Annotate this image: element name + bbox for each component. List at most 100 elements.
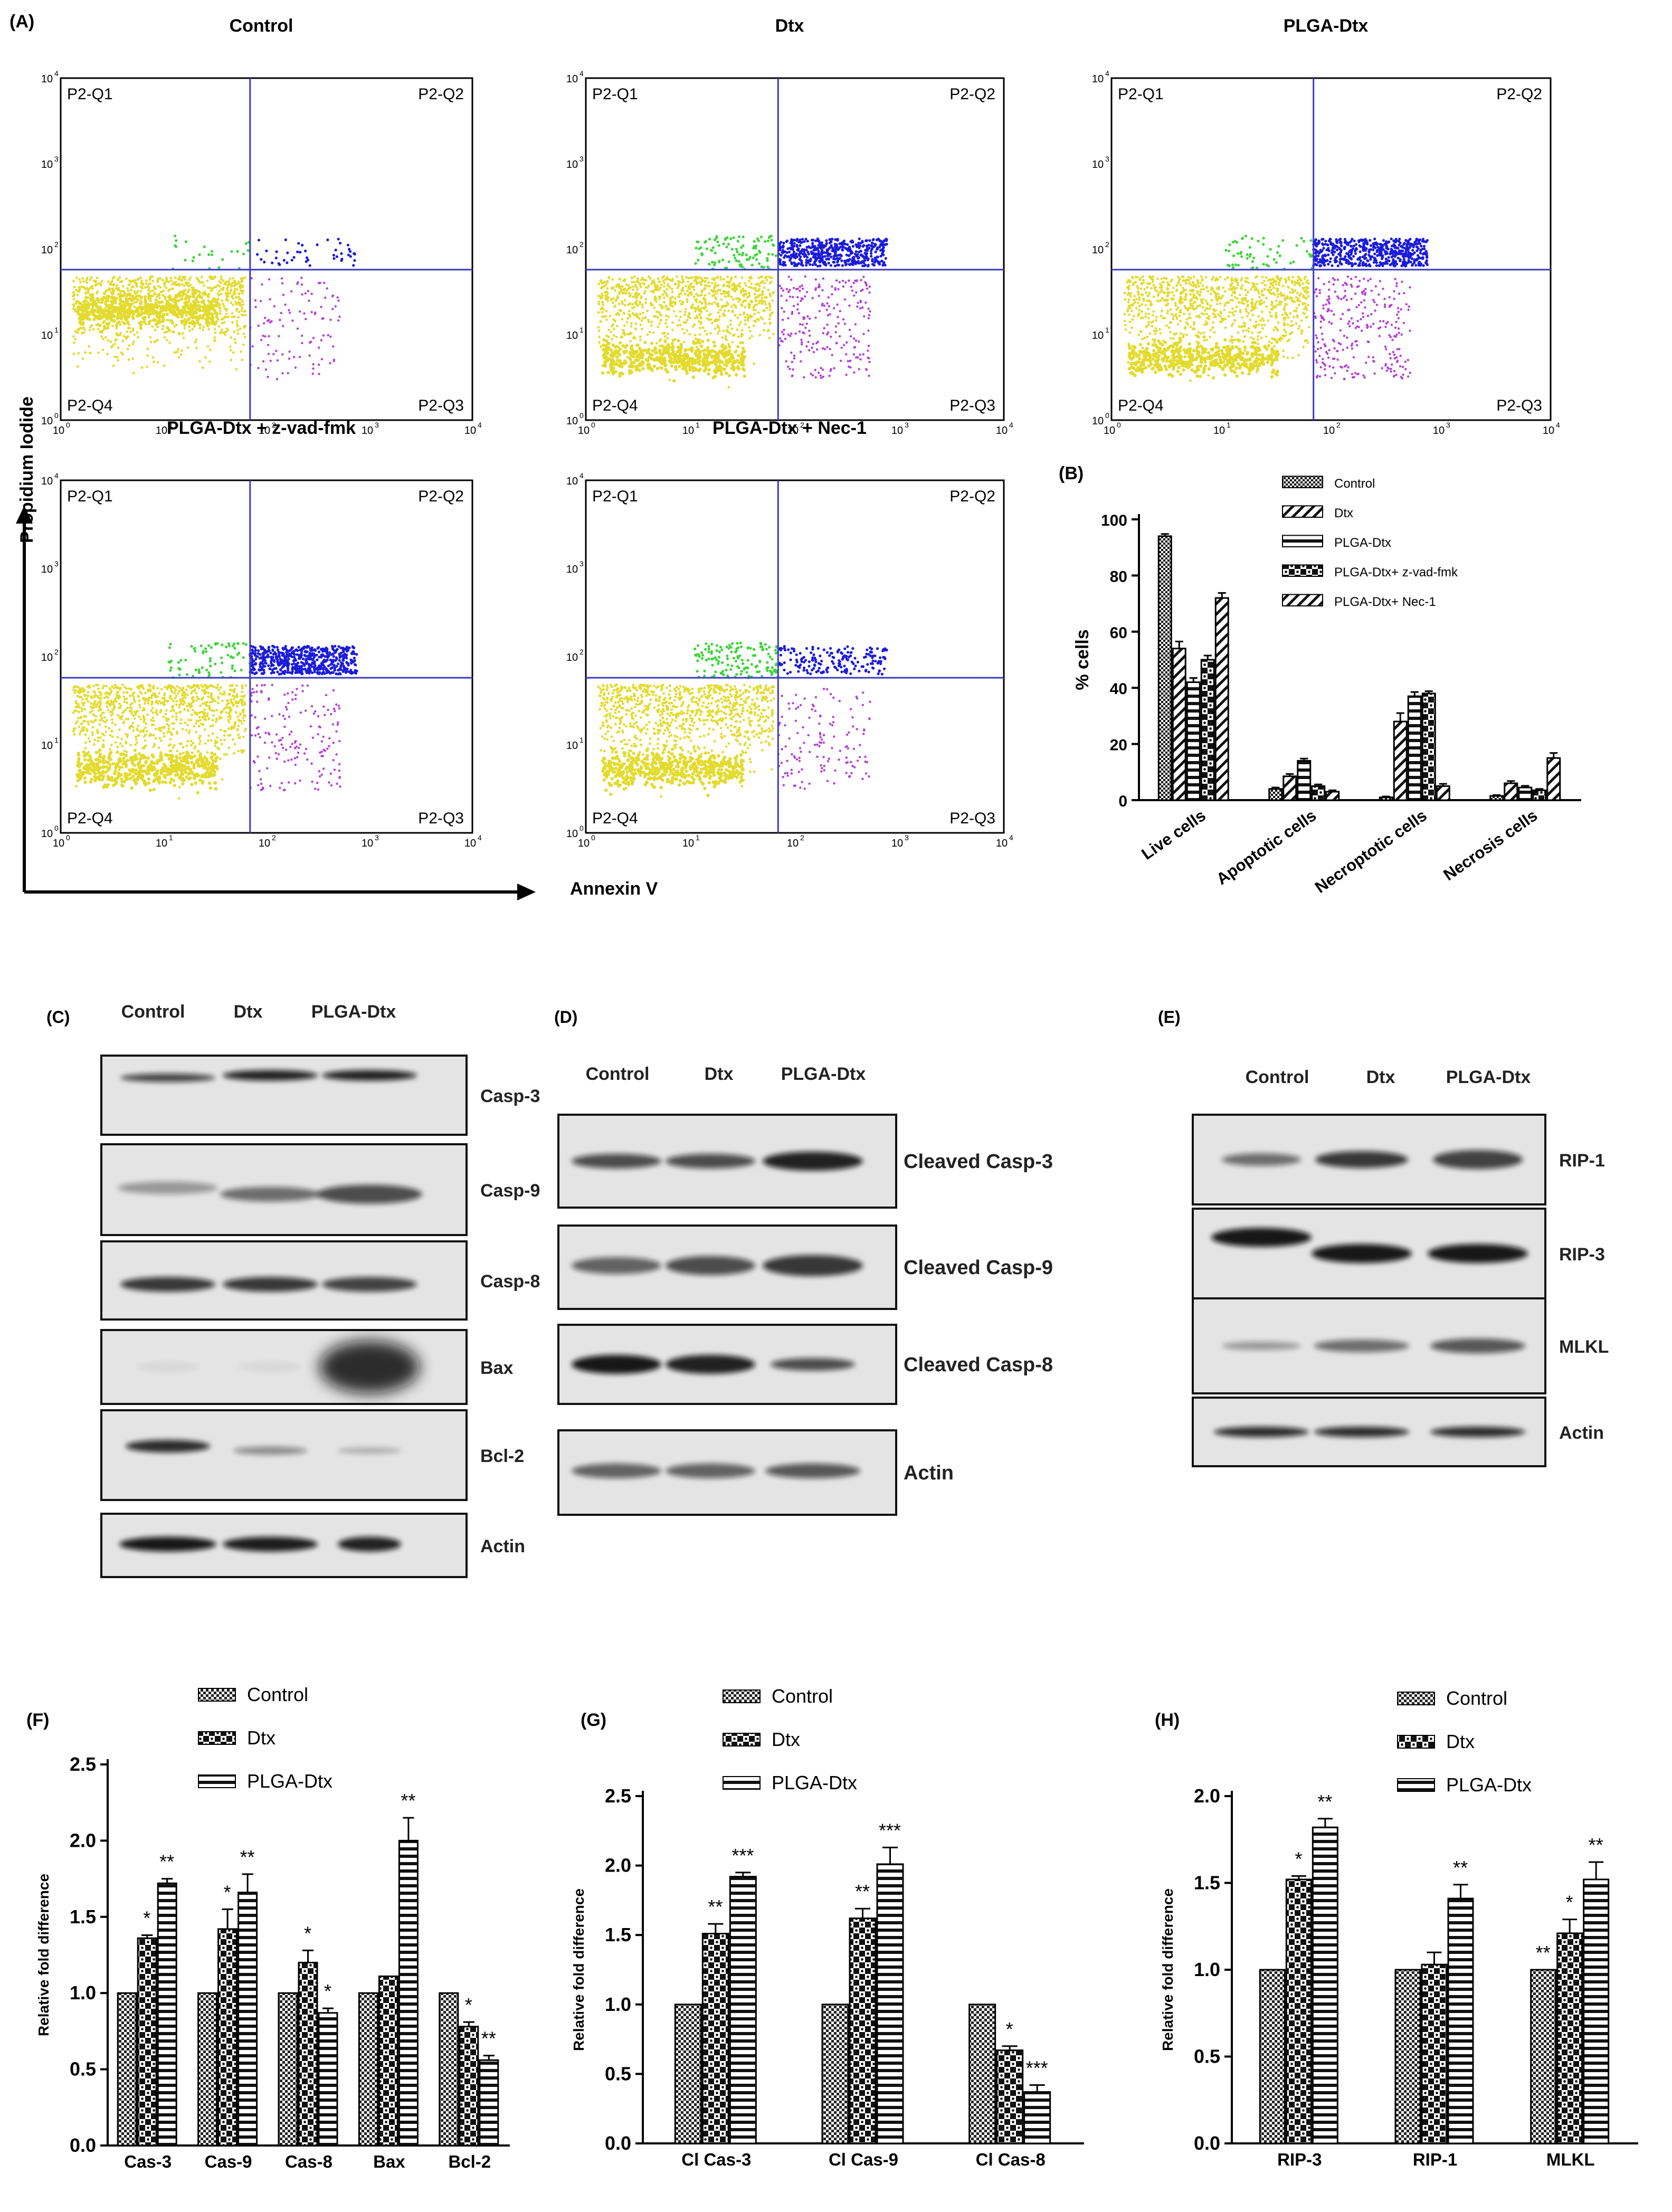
legend-label: Dtx	[247, 1727, 276, 1749]
western-blot-panel-e: (E) Control Dtx PLGA-Dtx RIP-1 RIP-3 MLKL Actin	[1158, 1008, 1609, 1467]
y-tick-label: 0.0	[1194, 2132, 1220, 2154]
category-label: MLKL	[1546, 2150, 1595, 2169]
blot-label: RIP-3	[1559, 1245, 1605, 1265]
quadrant-label-q4: P2-Q4	[592, 397, 638, 414]
x-tick-label: 10	[1543, 425, 1554, 436]
bar-chart-necroptosis-markers: (H) 0.0 0.5 1.0 1.5 2.0 Relative fold differen…	[1155, 1687, 1638, 2169]
significance-label: **	[1536, 1942, 1551, 1963]
y-tick-label: 1.5	[605, 1924, 631, 1945]
blot-band	[118, 1181, 218, 1194]
significance-label: **	[401, 1790, 415, 1811]
bar-control	[278, 1992, 298, 2147]
legend-label: PLGA-Dtx	[1334, 536, 1391, 550]
blot-band	[1430, 1427, 1525, 1437]
y-tick-label: 100	[1101, 512, 1127, 529]
blot-band	[763, 1152, 863, 1171]
legend-swatch	[723, 1689, 761, 1703]
blot-band	[763, 1255, 863, 1276]
bar-control	[439, 1992, 459, 2147]
blot-band	[666, 1256, 755, 1275]
blot-bcl-2: Bcl-2	[100, 1409, 524, 1501]
significance-label: **	[240, 1846, 255, 1868]
bar-control	[968, 2004, 996, 2144]
legend-label: Control	[1334, 477, 1375, 491]
x-tick-exponent: 3	[905, 421, 909, 429]
flow-dots	[597, 234, 888, 389]
y-tick-label: 40	[1110, 680, 1127, 698]
blot-band	[572, 1355, 661, 1374]
bar-plga-dtx	[1518, 786, 1533, 801]
y-tick-exponent: 4	[54, 69, 59, 78]
legend-label: PLGA-Dtx	[772, 1772, 857, 1793]
significance-label: **	[855, 1881, 870, 1902]
bar-control	[674, 2004, 702, 2144]
y-tick-label: 0	[1118, 793, 1127, 810]
bar-plga-dtx	[1023, 2091, 1051, 2144]
x-tick-exponent: 3	[905, 833, 909, 842]
bar-plga-dtx	[157, 1882, 177, 2147]
blot-band	[120, 1074, 215, 1082]
bar-plga-dtx	[876, 1863, 904, 2144]
x-tick-exponent: 4	[478, 421, 482, 429]
y-tick-label: 2.5	[605, 1785, 631, 1807]
category-label: Necroptotic cells	[1312, 806, 1430, 897]
bar-plga-dtx	[398, 1839, 419, 2147]
significance-label: *	[1566, 1892, 1573, 1913]
blot-band	[666, 1355, 755, 1374]
y-tick-label: 10	[41, 73, 53, 85]
blot-membrane	[100, 1409, 468, 1501]
significance-label: **	[1453, 1857, 1468, 1878]
bar-plga-dtx	[1583, 1878, 1610, 2144]
western-blot-panel-d: (D) Control Dtx PLGA-Dtx Cleaved Casp-3 Cleav…	[554, 1008, 1053, 1516]
category-label: Cl Cas-9	[829, 2150, 898, 2169]
y-tick-label: 10	[1092, 159, 1104, 170]
bar-control	[197, 1992, 218, 2147]
y-tick-label: 1.0	[70, 1982, 96, 2004]
blot-casp-9: Casp-9	[100, 1143, 540, 1236]
bar-control	[1259, 1969, 1286, 2144]
x-tick-label: 10	[787, 425, 799, 436]
y-tick-label: 10	[566, 159, 578, 170]
quadrant-label-q4: P2-Q4	[67, 810, 113, 827]
blot-mlkl: MLKL	[1192, 1297, 1609, 1394]
y-tick-label: 10	[41, 159, 53, 170]
bar-control	[821, 2004, 849, 2144]
y-axis-label: Relative fold difference	[571, 1888, 587, 2051]
quadrant-label-q2: P2-Q2	[949, 86, 995, 103]
significance-label: **	[708, 1896, 723, 1917]
category-label: Live cells	[1138, 806, 1209, 863]
blot-band	[1314, 1340, 1409, 1352]
blot-band	[322, 1277, 417, 1292]
significance-label: *	[304, 1922, 311, 1944]
y-tick-label: 10	[566, 415, 578, 427]
blot-label: Actin	[1559, 1423, 1604, 1443]
x-tick-label: 10	[1433, 425, 1445, 436]
flow-dots	[72, 234, 356, 381]
bar-control	[1157, 535, 1172, 801]
blot-band	[1222, 1153, 1301, 1166]
blot-actin: Actin	[557, 1429, 954, 1516]
y-tick-label: 10	[1092, 73, 1104, 85]
blot-band	[1312, 1244, 1412, 1263]
x-tick-label: 10	[891, 425, 903, 436]
blot-band	[223, 1277, 318, 1292]
blot-label: Actin	[480, 1536, 525, 1556]
x-tick-exponent: 4	[1556, 421, 1560, 429]
flow-plot-title: Dtx	[775, 16, 804, 36]
y-tick-label: 10	[41, 476, 53, 487]
bar-dtx	[996, 2049, 1024, 2144]
blot-band	[666, 1154, 755, 1169]
y-tick-label: 80	[1110, 568, 1127, 585]
x-tick-label: 10	[996, 838, 1008, 849]
bar-control	[1394, 1969, 1421, 2144]
blot-casp-3: Casp-3	[100, 1055, 540, 1136]
y-tick-exponent: 4	[580, 471, 584, 480]
panel-label: (F)	[26, 1710, 49, 1730]
category-label: Cas-8	[285, 2152, 332, 2171]
y-tick-label: 10	[1092, 415, 1104, 427]
category-label: Apoptotic cells	[1213, 806, 1319, 888]
blot-label: Cleaved Casp-8	[904, 1354, 1053, 1376]
blot-band	[771, 1358, 855, 1371]
